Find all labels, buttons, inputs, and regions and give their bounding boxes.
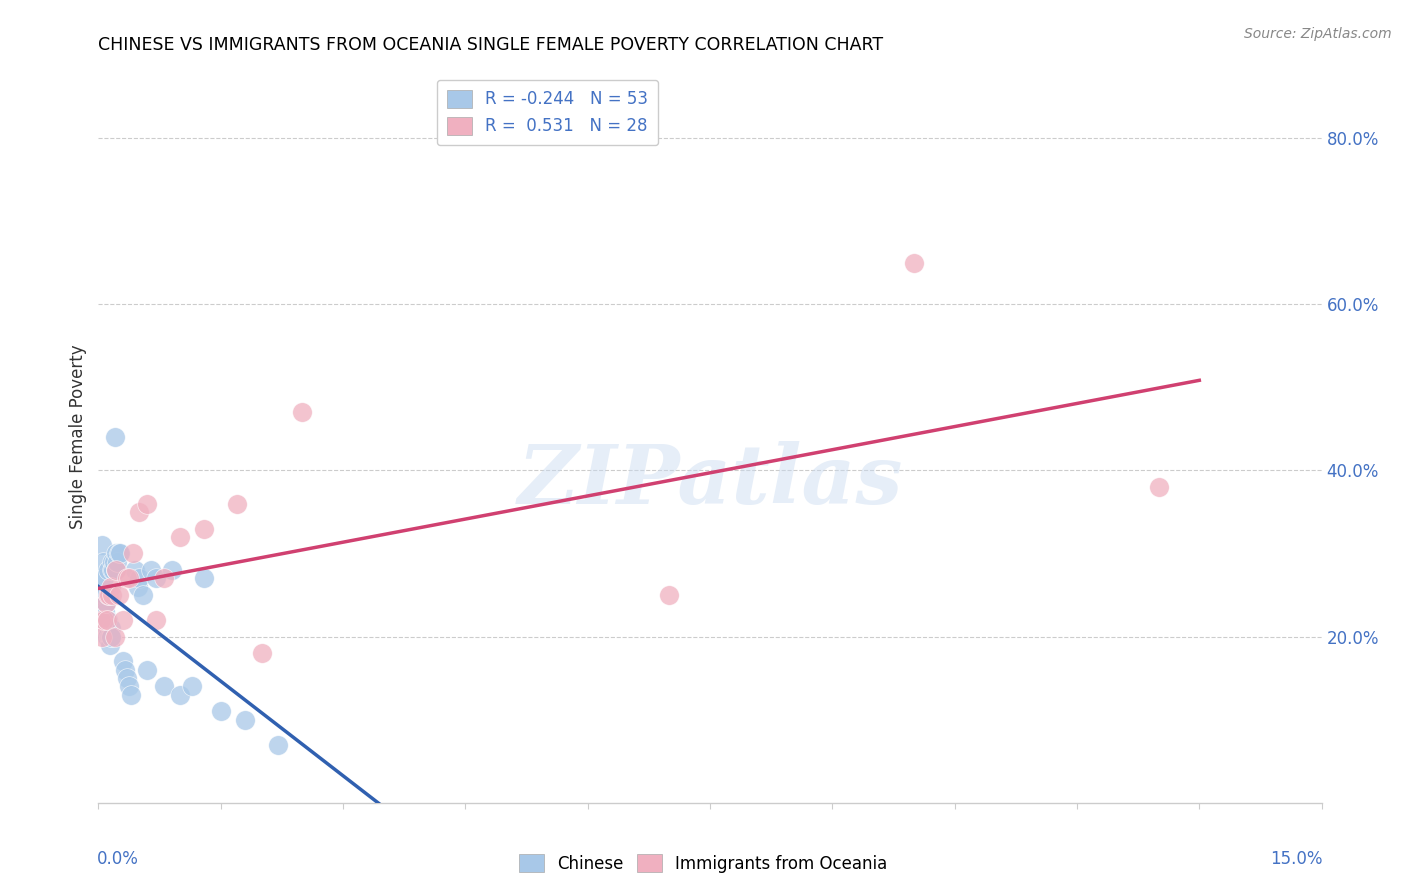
Point	[169, 688, 191, 702]
Point	[104, 563, 127, 577]
Point	[145, 571, 167, 585]
Point	[115, 571, 138, 585]
Point	[101, 555, 124, 569]
Point	[93, 571, 115, 585]
Point	[94, 588, 117, 602]
Point	[94, 596, 117, 610]
Point	[104, 630, 127, 644]
Point	[94, 596, 117, 610]
Point	[136, 497, 159, 511]
Point	[105, 555, 128, 569]
Legend: Chinese, Immigrants from Oceania: Chinese, Immigrants from Oceania	[512, 847, 894, 880]
Point	[181, 680, 204, 694]
Point	[100, 621, 122, 635]
Y-axis label: Single Female Poverty: Single Female Poverty	[69, 345, 87, 529]
Point	[291, 405, 314, 419]
Point	[103, 555, 125, 569]
Point	[250, 646, 273, 660]
Point	[105, 563, 128, 577]
Point	[152, 571, 174, 585]
Point	[91, 613, 114, 627]
Point	[105, 546, 128, 560]
Point	[124, 563, 146, 577]
Point	[903, 255, 925, 269]
Point	[267, 738, 290, 752]
Point	[209, 705, 232, 719]
Point	[115, 671, 138, 685]
Point	[90, 596, 112, 610]
Point	[98, 588, 121, 602]
Point	[101, 563, 124, 577]
Point	[193, 521, 215, 535]
Point	[98, 630, 121, 644]
Point	[118, 680, 141, 694]
Text: Source: ZipAtlas.com: Source: ZipAtlas.com	[1244, 27, 1392, 41]
Point	[94, 605, 117, 619]
Point	[658, 588, 681, 602]
Point	[101, 588, 124, 602]
Point	[93, 588, 115, 602]
Text: 15.0%: 15.0%	[1271, 850, 1323, 868]
Point	[128, 571, 150, 585]
Point	[121, 546, 143, 560]
Point	[136, 663, 159, 677]
Point	[108, 546, 131, 560]
Point	[98, 630, 121, 644]
Point	[111, 655, 134, 669]
Point	[152, 680, 174, 694]
Point	[91, 555, 114, 569]
Point	[128, 505, 150, 519]
Text: ZIPatlas: ZIPatlas	[517, 441, 903, 521]
Point	[132, 588, 155, 602]
Point	[100, 630, 122, 644]
Point	[98, 638, 121, 652]
Point	[145, 613, 167, 627]
Point	[96, 630, 118, 644]
Point	[141, 563, 163, 577]
Point	[100, 580, 122, 594]
Point	[97, 563, 120, 577]
Point	[127, 580, 149, 594]
Point	[96, 613, 118, 627]
Point	[110, 546, 132, 560]
Point	[169, 530, 191, 544]
Point	[105, 563, 128, 577]
Point	[104, 430, 127, 444]
Point	[97, 613, 120, 627]
Legend: R = -0.244   N = 53, R =  0.531   N = 28: R = -0.244 N = 53, R = 0.531 N = 28	[437, 79, 658, 145]
Point	[111, 613, 134, 627]
Text: 0.0%: 0.0%	[97, 850, 139, 868]
Point	[160, 563, 183, 577]
Point	[97, 588, 120, 602]
Point	[90, 613, 112, 627]
Point	[91, 538, 114, 552]
Point	[96, 613, 118, 627]
Point	[108, 588, 131, 602]
Point	[96, 621, 118, 635]
Point	[90, 571, 112, 585]
Point	[100, 630, 122, 644]
Point	[96, 613, 118, 627]
Point	[226, 497, 249, 511]
Point	[93, 613, 115, 627]
Point	[193, 571, 215, 585]
Point	[114, 663, 136, 677]
Point	[91, 630, 114, 644]
Point	[1147, 480, 1170, 494]
Point	[233, 713, 256, 727]
Point	[101, 563, 124, 577]
Point	[120, 688, 142, 702]
Point	[118, 571, 141, 585]
Text: CHINESE VS IMMIGRANTS FROM OCEANIA SINGLE FEMALE POVERTY CORRELATION CHART: CHINESE VS IMMIGRANTS FROM OCEANIA SINGL…	[98, 36, 883, 54]
